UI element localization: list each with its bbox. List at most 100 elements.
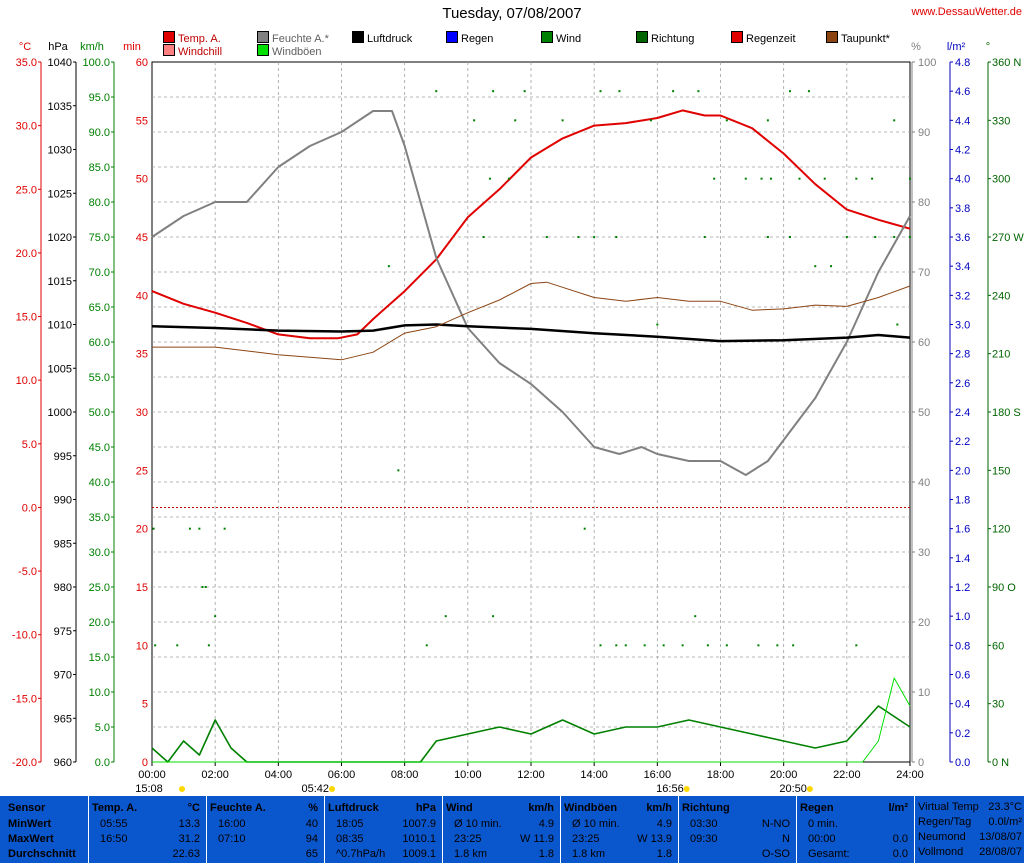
sun-marker bbox=[329, 786, 336, 792]
pressure-tick-label: 1000 bbox=[48, 407, 72, 419]
direction-dot bbox=[214, 615, 217, 618]
legend-swatch bbox=[163, 31, 175, 43]
direction-dot bbox=[703, 236, 706, 238]
rain-tick-label: 3.8 bbox=[955, 203, 970, 215]
stats-group-head: Temp. A. bbox=[92, 802, 138, 814]
rain-tick-label: 4.6 bbox=[955, 86, 970, 98]
series-feuchte-a bbox=[151, 110, 911, 476]
direction-dot bbox=[909, 177, 911, 180]
rain-tick-label: 2.8 bbox=[955, 349, 970, 361]
legend-swatch bbox=[731, 31, 743, 43]
rain-tick-label: 0.6 bbox=[955, 670, 970, 682]
direction-tick-label: 120 bbox=[992, 524, 1010, 536]
min-tick-label: 0 bbox=[142, 757, 148, 769]
rain-tick-label: 0.2 bbox=[955, 728, 970, 740]
stats-cell-value: 65 bbox=[305, 848, 318, 860]
legend-item: Taupunkt* bbox=[826, 31, 890, 45]
stats-separator bbox=[442, 796, 443, 863]
pressure-tick-label: 975 bbox=[54, 626, 72, 638]
wind-tick-label: 65.0 bbox=[89, 302, 110, 314]
min-tick-label: 40 bbox=[136, 290, 148, 302]
direction-dot bbox=[725, 119, 728, 122]
humidity-tick-label: 90 bbox=[918, 127, 930, 139]
min-tick-label: 60 bbox=[136, 57, 148, 69]
wind-tick-label: 75.0 bbox=[89, 232, 110, 244]
stats-table: Sensor MinWert MaxWert Durchschnitt Temp. A.… bbox=[0, 796, 1024, 863]
pressure-tick-label: 1010 bbox=[48, 320, 72, 332]
min-tick-label: 5 bbox=[142, 699, 148, 711]
temp-tick-label: 10.0 bbox=[16, 375, 37, 387]
wind-tick-label: 25.0 bbox=[89, 582, 110, 594]
direction-dot bbox=[855, 177, 858, 180]
direction-dot bbox=[204, 586, 207, 588]
direction-tick-label: 240 bbox=[992, 290, 1010, 302]
stats-cell-time: 03:30 bbox=[690, 818, 718, 830]
pressure-tick-label: 965 bbox=[54, 713, 72, 725]
series-windb-en bbox=[152, 677, 911, 763]
wind-tick-label: 10.0 bbox=[89, 687, 110, 699]
rain-tick-label: 2.2 bbox=[955, 436, 970, 448]
stats-cell-value: 1010.1 bbox=[402, 833, 436, 845]
legend-label: Windböen bbox=[272, 46, 322, 58]
stats-cell-time: 05:55 bbox=[100, 818, 128, 830]
direction-dot bbox=[893, 119, 896, 122]
legend-item: Wind bbox=[541, 31, 581, 45]
direction-dot bbox=[713, 177, 716, 180]
wind-tick-label: 50.0 bbox=[89, 407, 110, 419]
direction-dot bbox=[425, 644, 428, 647]
direction-dot bbox=[845, 236, 848, 238]
legend-item: Regen bbox=[446, 31, 493, 45]
rain-tick-label: 3.6 bbox=[955, 232, 970, 244]
stats-cell-value: 1.8 bbox=[538, 848, 554, 860]
wind-tick-label: 85.0 bbox=[89, 162, 110, 174]
time-tick-label: 16:00 bbox=[644, 769, 672, 781]
series-temp-a bbox=[151, 109, 911, 340]
direction-dot bbox=[694, 615, 697, 618]
direction-dot bbox=[561, 119, 564, 122]
time-tick-label: 06:00 bbox=[328, 769, 356, 781]
wind-tick-label: 95.0 bbox=[89, 92, 110, 104]
stats-separator bbox=[88, 796, 89, 863]
stats-extra-label: Regen/Tag bbox=[918, 816, 972, 828]
direction-dot bbox=[154, 644, 157, 647]
stats-cell-time: 16:50 bbox=[100, 833, 128, 845]
stats-cell-time: 1.8 km bbox=[572, 848, 606, 860]
direction-tick-label: 30 bbox=[992, 699, 1004, 711]
humidity-tick-label: 60 bbox=[918, 337, 930, 349]
rain-tick-label: 1.4 bbox=[955, 553, 970, 565]
site-link[interactable]: www.DessauWetter.de bbox=[911, 6, 1022, 18]
stats-group-unit: km/h bbox=[646, 802, 672, 814]
marker-label: 05:42 bbox=[301, 783, 329, 795]
rain-tick-label: 3.4 bbox=[955, 261, 970, 273]
direction-dot bbox=[615, 236, 618, 238]
time-tick-label: 02:00 bbox=[201, 769, 229, 781]
direction-tick-label: 300 bbox=[992, 174, 1010, 186]
stats-separator bbox=[324, 796, 325, 863]
direction-dot bbox=[909, 236, 911, 238]
stats-row-label: Durchschnitt bbox=[8, 848, 76, 860]
direction-dot bbox=[188, 527, 191, 530]
time-tick-label: 00:00 bbox=[138, 769, 166, 781]
rain-tick-label: 4.2 bbox=[955, 145, 970, 157]
min-tick-label: 50 bbox=[136, 174, 148, 186]
stats-separator bbox=[560, 796, 561, 863]
stats-cell-value: 31.2 bbox=[178, 833, 200, 845]
marker-label: 16:56 bbox=[656, 783, 684, 795]
direction-dot bbox=[725, 644, 728, 647]
wind-tick-label: 40.0 bbox=[89, 477, 110, 489]
stats-row-label: MaxWert bbox=[8, 833, 54, 845]
direction-dot bbox=[706, 644, 709, 647]
humidity-unit-label: % bbox=[911, 41, 921, 53]
stats-cell-value: N bbox=[782, 833, 790, 845]
legend-item: Windböen bbox=[257, 44, 322, 58]
direction-dot bbox=[896, 323, 899, 326]
pressure-unit-label: hPa bbox=[48, 41, 68, 53]
direction-dot bbox=[444, 615, 447, 618]
pressure-tick-label: 1030 bbox=[48, 145, 72, 157]
legend-item: Temp. A. bbox=[163, 31, 221, 45]
rain-tick-label: 4.8 bbox=[955, 57, 970, 69]
legend-label: Luftdruck bbox=[367, 33, 413, 45]
stats-cell-value: 94 bbox=[305, 833, 318, 845]
direction-tick-label: 330 bbox=[992, 115, 1010, 127]
pressure-tick-label: 1020 bbox=[48, 232, 72, 244]
